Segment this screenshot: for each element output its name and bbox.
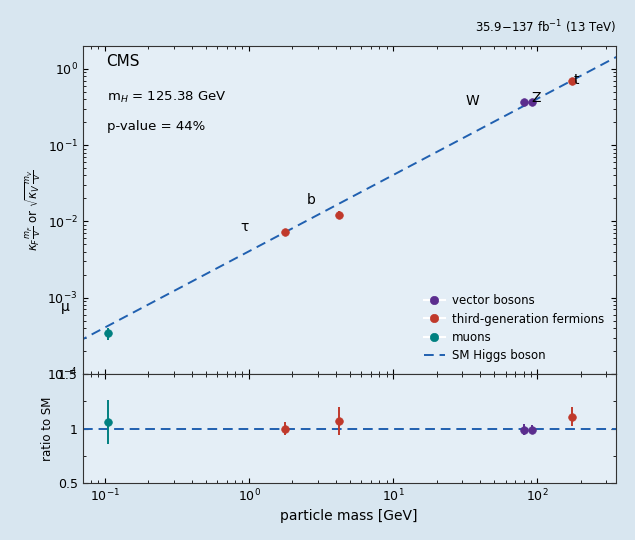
Text: CMS: CMS [107, 54, 140, 69]
X-axis label: particle mass [GeV]: particle mass [GeV] [281, 509, 418, 523]
Text: τ: τ [240, 220, 248, 234]
Text: p-value = 44%: p-value = 44% [107, 120, 205, 133]
Text: t: t [573, 72, 579, 86]
Legend: vector bosons, third-generation fermions, muons, SM Higgs boson: vector bosons, third-generation fermions… [418, 288, 610, 368]
Text: W: W [465, 93, 479, 107]
Y-axis label: ratio to SM: ratio to SM [41, 396, 53, 461]
Text: b: b [307, 193, 316, 207]
Text: 35.9$-$137 fb$^{-1}$ (13 TeV): 35.9$-$137 fb$^{-1}$ (13 TeV) [474, 19, 616, 37]
Text: m$_{H}$ = 125.38 GeV: m$_{H}$ = 125.38 GeV [107, 90, 227, 105]
Text: μ: μ [60, 300, 69, 314]
Text: Z: Z [531, 91, 541, 105]
Y-axis label: $\kappa_F \frac{m_F}{v}$ or $\sqrt{\kappa_V} \frac{m_V}{v}$: $\kappa_F \frac{m_F}{v}$ or $\sqrt{\kapp… [23, 169, 43, 251]
